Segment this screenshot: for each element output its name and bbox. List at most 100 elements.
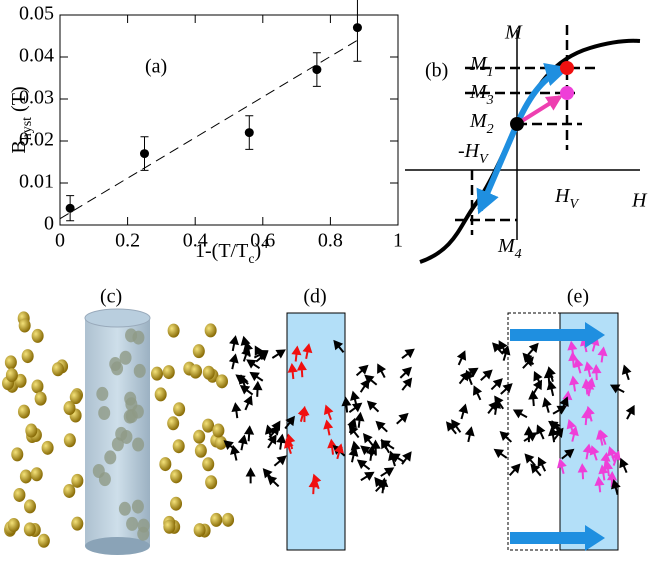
particle: [137, 526, 150, 541]
hysteresis-curve: [419, 38, 641, 264]
spin-arrow: [366, 400, 380, 413]
spin-arrow: [364, 374, 378, 386]
axis-label: H: [631, 190, 648, 212]
label-part: ): [255, 240, 262, 262]
spin-arrow: [401, 377, 413, 391]
spin-arrow: [577, 463, 588, 480]
particle: [170, 469, 183, 484]
particle: [31, 328, 44, 343]
spin-arrow: [611, 450, 621, 466]
spin-arrow: [370, 439, 381, 456]
spin-arrow: [603, 460, 614, 477]
spin-arrow: [464, 426, 475, 443]
spin-arrow: [237, 434, 248, 451]
spin-arrow: [522, 352, 535, 366]
particle: [119, 350, 132, 365]
particle: [19, 469, 32, 484]
label-part: B: [8, 140, 30, 153]
particle: [37, 533, 50, 548]
spin-arrow: [524, 453, 536, 467]
label-part: 3: [486, 93, 494, 108]
panel-a: 0 0.2 0.4 0.6 0.8 1 0 0.01 0.02 0.03 0.04 0.05 (a) 1-…: [8, 0, 403, 267]
point: [560, 61, 574, 75]
spin-arrow: [297, 406, 308, 422]
spin-arrow: [244, 425, 255, 442]
spin-arrow: [567, 340, 578, 357]
particle: [104, 450, 117, 465]
spin-arrow: [621, 364, 632, 381]
spin-arrow: [252, 380, 263, 397]
spin-arrow: [500, 383, 513, 395]
spin-arrow: [235, 374, 249, 385]
spin-arrow: [359, 378, 370, 393]
label: Bhyst (T): [8, 86, 35, 153]
particle: [159, 457, 172, 472]
particle: [194, 443, 207, 458]
y-tick-label: 0.04: [19, 45, 54, 67]
particle: [34, 391, 47, 406]
spin-arrow: [537, 456, 547, 472]
particle: [202, 418, 215, 433]
spin-arrow: [287, 363, 298, 380]
particle: [210, 512, 223, 527]
spin-arrow: [327, 438, 338, 455]
spin-arrow: [619, 457, 629, 474]
label-part: -H: [458, 140, 481, 162]
label: M2: [469, 110, 494, 137]
particle: [41, 440, 54, 455]
spin-arrow: [228, 353, 239, 370]
particle: [69, 390, 82, 405]
spin-arrow: [527, 342, 539, 356]
spin-arrow: [350, 390, 360, 407]
spin-arrow: [508, 463, 521, 476]
spin-arrow: [245, 467, 256, 484]
particle: [71, 473, 84, 488]
spin-arrow: [609, 384, 625, 394]
spin-arrow: [472, 385, 483, 401]
spin-arrow: [546, 366, 556, 382]
particle: [212, 423, 225, 438]
label-part: M: [469, 110, 488, 132]
label-part: 4: [515, 247, 522, 262]
particle: [126, 516, 139, 531]
spin-arrow: [273, 455, 287, 467]
spin-arrow: [356, 459, 371, 471]
spin-arrow: [464, 367, 479, 378]
spin-arrow: [589, 445, 600, 461]
x-tick-label: 0.4: [183, 230, 208, 252]
x-tick-label: 0.2: [115, 230, 140, 252]
spin-arrow: [523, 432, 538, 442]
spin-arrow: [362, 433, 374, 447]
particle: [172, 439, 185, 454]
move-arrow: [510, 525, 605, 551]
label: -HV: [458, 140, 489, 167]
spin-arrow: [542, 397, 552, 413]
x-tick-label: 0.8: [318, 230, 343, 252]
particle: [163, 519, 176, 534]
spin-arrow: [231, 402, 242, 419]
spin-arrow: [271, 349, 286, 359]
spin-arrow: [569, 375, 580, 392]
particle: [11, 447, 24, 462]
spin-arrow: [264, 424, 275, 441]
data-point: [312, 65, 322, 75]
y-tick-label: 0.05: [19, 3, 54, 25]
label-part: M: [497, 235, 516, 257]
particle: [63, 483, 76, 498]
particle: [167, 323, 180, 338]
spin-arrow: [594, 476, 605, 493]
x-tick-label: 0: [55, 230, 65, 252]
label-part: 1: [487, 65, 494, 80]
particle: [30, 467, 43, 482]
particle: [21, 349, 34, 364]
spin-arrow: [390, 453, 405, 463]
spin-arrow: [323, 404, 334, 421]
label-part: (T): [8, 86, 30, 117]
panel-c: (c): [2, 286, 235, 555]
spin-arrow: [302, 343, 313, 360]
label: M4: [497, 235, 522, 262]
spin-arrow: [253, 349, 269, 359]
spin-arrow: [456, 350, 467, 366]
particle: [162, 365, 175, 380]
